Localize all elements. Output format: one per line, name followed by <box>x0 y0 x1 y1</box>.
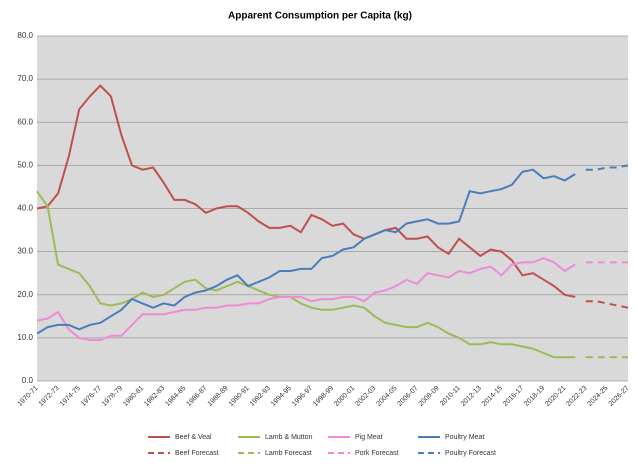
series-line <box>36 190 576 359</box>
y-tick-label: 60.0 <box>17 117 33 126</box>
y-tick-label: 40.0 <box>17 204 33 213</box>
x-tick-label: 2002-03 <box>354 385 377 408</box>
x-tick-label: 2018-19 <box>523 385 546 408</box>
y-tick-label: 0.0 <box>22 376 34 385</box>
legend-label: Pig Meat <box>355 434 383 441</box>
y-tick-label: 80.0 <box>17 31 33 40</box>
x-tick-label: 2024-25 <box>586 385 609 408</box>
series-line <box>36 84 576 298</box>
series-line <box>585 164 629 171</box>
legend-label: Lamb Forecast <box>265 450 312 457</box>
x-tick-label: 1992-93 <box>249 385 272 408</box>
x-tick-label: 2008-09 <box>418 385 441 408</box>
x-tick-label: 2010-11 <box>439 385 462 408</box>
x-tick-label: 1996-97 <box>291 385 314 408</box>
y-tick-label: 30.0 <box>17 247 33 256</box>
x-tick-label: 1972-73 <box>38 385 61 408</box>
legend-label: Beef & Veal <box>175 434 212 441</box>
x-tick-label: 1984-85 <box>164 385 187 408</box>
chart-title: Apparent Consumption per Capita (kg) <box>228 11 412 22</box>
legend-label: Beef Forecast <box>175 450 219 457</box>
legend-label: Pork Forecast <box>355 450 399 457</box>
y-tick-label: 20.0 <box>17 290 33 299</box>
x-tick-label: 2016-17 <box>502 385 525 408</box>
x-tick-label: 2004-05 <box>375 385 398 408</box>
y-tick-label: 70.0 <box>17 74 33 83</box>
series-line <box>36 168 576 335</box>
x-tick-label: 2026-27 <box>608 385 631 408</box>
x-tick-label: 1978-79 <box>101 385 124 408</box>
x-tick-label: 2020-21 <box>544 385 567 408</box>
legend-label: Poultry Forecast <box>445 450 496 457</box>
series-line <box>585 300 629 309</box>
legend-label: Poultry Meat <box>445 434 484 441</box>
x-tick-label: 2012-13 <box>460 385 483 408</box>
x-tick-label: 1980-81 <box>122 385 145 408</box>
x-tick-label: 1982-83 <box>143 385 166 408</box>
x-tick-label: 1988-89 <box>207 385 230 408</box>
x-tick-label: 1990-91 <box>228 385 251 408</box>
x-tick-label: 1994-95 <box>270 385 293 408</box>
x-tick-label: 2022-23 <box>565 385 588 408</box>
series-line <box>36 257 576 341</box>
x-tick-label: 1998-99 <box>312 385 335 408</box>
x-tick-label: 1976-77 <box>80 385 103 408</box>
legend-label: Lamb & Mutton <box>265 434 313 441</box>
y-tick-label: 50.0 <box>17 160 33 169</box>
x-tick-label: 1970-71 <box>17 385 40 408</box>
x-tick-label: 1974-75 <box>59 385 82 408</box>
x-tick-label: 2000-01 <box>333 385 356 408</box>
x-tick-label: 1986-87 <box>185 385 208 408</box>
y-tick-label: 10.0 <box>17 333 33 342</box>
x-tick-label: 2014-15 <box>481 385 504 408</box>
x-tick-label: 2006-07 <box>397 385 420 408</box>
